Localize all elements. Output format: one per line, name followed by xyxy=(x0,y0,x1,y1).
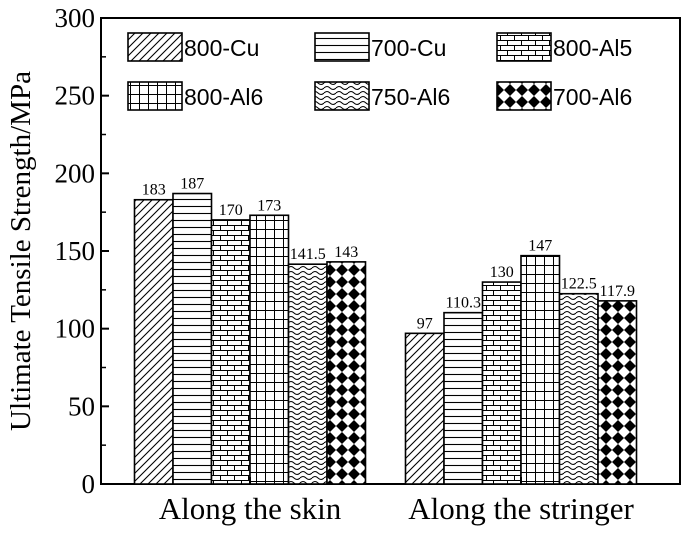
legend-label: 800-Al5 xyxy=(553,35,632,61)
x-category-label: Along the skin xyxy=(159,491,342,526)
y-tick-label: 200 xyxy=(55,158,96,188)
legend-label: 750-Al6 xyxy=(371,84,450,110)
bar-800-al5-0 xyxy=(210,219,251,485)
data-label: 143 xyxy=(334,244,358,261)
data-label: 141.5 xyxy=(290,246,326,263)
legend-swatch xyxy=(496,81,552,111)
legend-label: 800-Al6 xyxy=(184,84,263,110)
bar-700-cu-0 xyxy=(172,192,213,485)
y-tick-label: 250 xyxy=(55,81,96,111)
data-label: 173 xyxy=(257,197,281,214)
bar-800-cu-1 xyxy=(404,332,445,485)
data-label: 130 xyxy=(490,264,514,281)
legend-swatch xyxy=(127,81,183,111)
x-category-label: Along the stringer xyxy=(408,491,634,526)
bar-700-al6-0 xyxy=(326,261,367,485)
data-label: 147 xyxy=(528,238,552,255)
bar-800-al6-1 xyxy=(520,254,561,485)
data-label: 187 xyxy=(180,176,204,193)
legend-swatch xyxy=(496,32,552,62)
y-axis-label: Ultimate Tensile Strength/MPa xyxy=(5,71,37,431)
bar-750-al6-0 xyxy=(287,263,328,485)
legend-label: 800-Cu xyxy=(184,35,259,61)
legend-label: 700-Cu xyxy=(371,35,446,61)
y-tick-label: 150 xyxy=(55,236,96,266)
bar-750-al6-1 xyxy=(558,292,599,485)
y-tick-label: 50 xyxy=(68,391,95,421)
y-tick-label: 300 xyxy=(55,3,96,33)
bar-800-cu-0 xyxy=(133,198,174,485)
data-label: 97 xyxy=(417,315,433,332)
data-label: 170 xyxy=(219,202,243,219)
y-tick-label: 0 xyxy=(82,469,96,499)
data-label: 183 xyxy=(142,182,166,199)
bar-700-cu-1 xyxy=(443,311,484,485)
legend-label: 700-Al6 xyxy=(553,84,632,110)
y-tick-label: 100 xyxy=(55,314,96,344)
bar-800-al6-0 xyxy=(249,214,290,485)
legend-swatch xyxy=(314,81,370,111)
data-label: 117.9 xyxy=(600,283,635,300)
legend-swatch xyxy=(314,32,370,62)
data-label: 122.5 xyxy=(561,276,597,293)
bar-800-al5-1 xyxy=(481,281,522,485)
legend-swatch xyxy=(127,32,183,62)
bar-700-al6-1 xyxy=(597,300,638,485)
data-label: 110.3 xyxy=(446,295,481,312)
